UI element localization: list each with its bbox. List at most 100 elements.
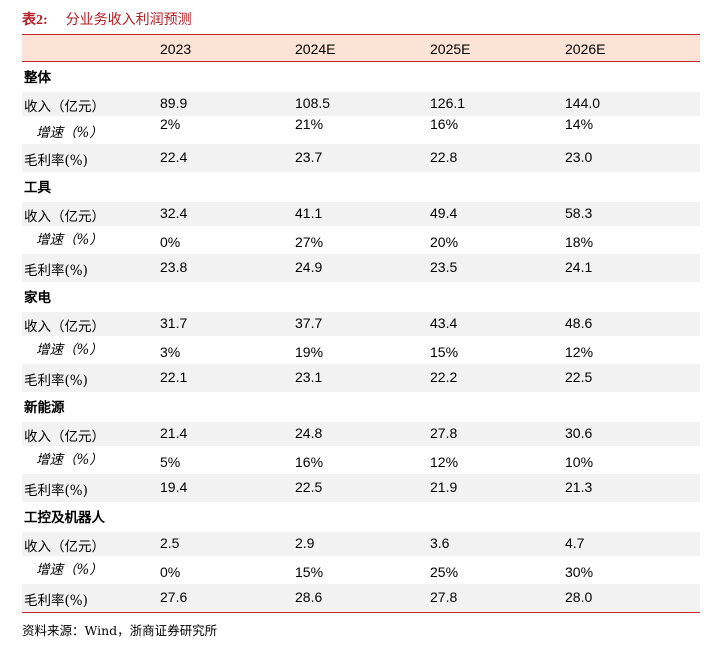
row-label-growth: 增速（%） [36, 125, 103, 141]
value-cell-2023: 3% [160, 344, 181, 360]
row-label-margin: 毛利率(%) [24, 153, 88, 169]
segment-header-row: 家电 [22, 282, 700, 312]
value-cell-2026e: 144.0 [565, 95, 601, 111]
value-cell-2026e: 21.3 [565, 479, 593, 495]
table-caption: 分业务收入利润预测 [65, 13, 192, 28]
value-cell-2023: 2% [160, 116, 181, 132]
table-row: 增速（%） 0% 27% 20% 18% [22, 226, 700, 254]
table-bottom-rule [22, 612, 700, 613]
value-cell-2024e: 41.1 [295, 205, 323, 221]
value-cell-2023: 21.4 [160, 425, 188, 441]
value-cell-2024e: 23.7 [295, 149, 323, 165]
table-row: 增速（%） 2% 21% 16% 14% [22, 116, 700, 144]
table-row: 毛利率(%) 22.4 23.7 22.8 23.0 [22, 144, 700, 172]
table-row: 收入（亿元） 31.7 37.7 43.4 48.6 [22, 312, 700, 336]
value-cell-2025e: 3.6 [430, 535, 450, 551]
row-label-margin: 毛利率(%) [24, 263, 88, 279]
table-row: 增速（%） 3% 19% 15% 12% [22, 336, 700, 364]
value-cell-2026e: 14% [565, 116, 594, 132]
row-label-growth: 增速（%） [36, 232, 103, 248]
value-cell-2026e: 30% [565, 564, 594, 580]
value-cell-2025e: 27.8 [430, 589, 458, 605]
value-cell-2024e: 24.9 [295, 259, 323, 275]
value-cell-2025e: 126.1 [430, 95, 466, 111]
value-cell-2025e: 22.8 [430, 149, 458, 165]
value-cell-2024e: 28.6 [295, 589, 323, 605]
value-cell-2023: 5% [160, 454, 181, 470]
value-cell-2026e: 28.0 [565, 589, 593, 605]
table-row: 增速（%） 0% 15% 25% 30% [22, 556, 700, 584]
value-cell-2025e: 12% [430, 454, 459, 470]
row-label-margin: 毛利率(%) [24, 373, 88, 389]
row-label-margin: 毛利率(%) [24, 483, 88, 499]
table-row: 毛利率(%) 27.6 28.6 27.8 28.0 [22, 584, 700, 612]
table-title: 表2: 分业务收入利润预测 [22, 9, 192, 29]
value-cell-2026e: 4.7 [565, 535, 585, 551]
value-cell-2023: 32.4 [160, 205, 188, 221]
table-row: 增速（%） 5% 16% 12% 10% [22, 446, 700, 474]
value-cell-2026e: 58.3 [565, 205, 593, 221]
value-cell-2026e: 48.6 [565, 315, 593, 331]
segment-header-row: 工控及机器人 [22, 502, 700, 532]
value-cell-2024e: 23.1 [295, 369, 323, 385]
value-cell-2023: 22.4 [160, 149, 188, 165]
row-label-growth: 增速（%） [36, 452, 103, 468]
value-cell-2025e: 25% [430, 564, 459, 580]
table-row: 收入（亿元） 32.4 41.1 49.4 58.3 [22, 202, 700, 226]
row-label-revenue: 收入（亿元） [24, 209, 105, 225]
value-cell-2025e: 49.4 [430, 205, 458, 221]
value-cell-2024e: 2.9 [295, 535, 315, 551]
value-cell-2024e: 15% [295, 564, 324, 580]
value-cell-2024e: 37.7 [295, 315, 323, 331]
segment-name: 新能源 [24, 400, 65, 416]
row-label-revenue: 收入（亿元） [24, 539, 105, 555]
segment-header-row: 工具 [22, 172, 700, 202]
table-number: 表2: [22, 13, 48, 28]
value-cell-2025e: 15% [430, 344, 459, 360]
segment-name: 工具 [24, 180, 51, 196]
value-cell-2024e: 24.8 [295, 425, 323, 441]
value-cell-2023: 31.7 [160, 315, 188, 331]
row-label-revenue: 收入（亿元） [24, 429, 105, 445]
value-cell-2023: 27.6 [160, 589, 188, 605]
value-cell-2025e: 43.4 [430, 315, 458, 331]
value-cell-2025e: 22.2 [430, 369, 458, 385]
value-cell-2026e: 23.0 [565, 149, 593, 165]
table-row: 收入（亿元） 2.5 2.9 3.6 4.7 [22, 532, 700, 556]
value-cell-2025e: 21.9 [430, 479, 458, 495]
segment-name: 工控及机器人 [24, 510, 105, 526]
row-label-growth: 增速（%） [36, 562, 103, 578]
value-cell-2025e: 27.8 [430, 425, 458, 441]
segment-header-row: 新能源 [22, 392, 700, 422]
value-cell-2026e: 12% [565, 344, 594, 360]
header-cell-2025e: 2025E [430, 41, 471, 57]
table-row: 毛利率(%) 23.8 24.9 23.5 24.1 [22, 254, 700, 282]
value-cell-2024e: 27% [295, 234, 324, 250]
value-cell-2024e: 21% [295, 116, 324, 132]
row-label-revenue: 收入（亿元） [24, 99, 105, 115]
value-cell-2025e: 20% [430, 234, 459, 250]
value-cell-2026e: 22.5 [565, 369, 593, 385]
value-cell-2024e: 22.5 [295, 479, 323, 495]
table-body: 整体 收入（亿元） 89.9 108.5 126.1 144.0 增速（%） 2% 21% 16%… [22, 62, 700, 612]
value-cell-2025e: 23.5 [430, 259, 458, 275]
source-note: 资料来源：Wind，浙商证券研究所 [22, 623, 218, 638]
row-label-margin: 毛利率(%) [24, 593, 88, 609]
value-cell-2023: 23.8 [160, 259, 188, 275]
table-row: 收入（亿元） 21.4 24.8 27.8 30.6 [22, 422, 700, 446]
value-cell-2023: 2.5 [160, 535, 180, 551]
row-label-revenue: 收入（亿元） [24, 319, 105, 335]
segment-name: 整体 [24, 70, 51, 86]
table-header-row: 2023 2024E 2025E 2026E [22, 34, 700, 62]
segment-header-row: 整体 [22, 62, 700, 92]
value-cell-2026e: 10% [565, 454, 594, 470]
table-row: 收入（亿元） 89.9 108.5 126.1 144.0 [22, 92, 700, 116]
value-cell-2026e: 30.6 [565, 425, 593, 441]
row-label-growth: 增速（%） [36, 342, 103, 358]
value-cell-2023: 89.9 [160, 95, 188, 111]
value-cell-2024e: 19% [295, 344, 324, 360]
value-cell-2023: 19.4 [160, 479, 188, 495]
value-cell-2026e: 24.1 [565, 259, 593, 275]
value-cell-2023: 22.1 [160, 369, 188, 385]
value-cell-2023: 0% [160, 234, 181, 250]
